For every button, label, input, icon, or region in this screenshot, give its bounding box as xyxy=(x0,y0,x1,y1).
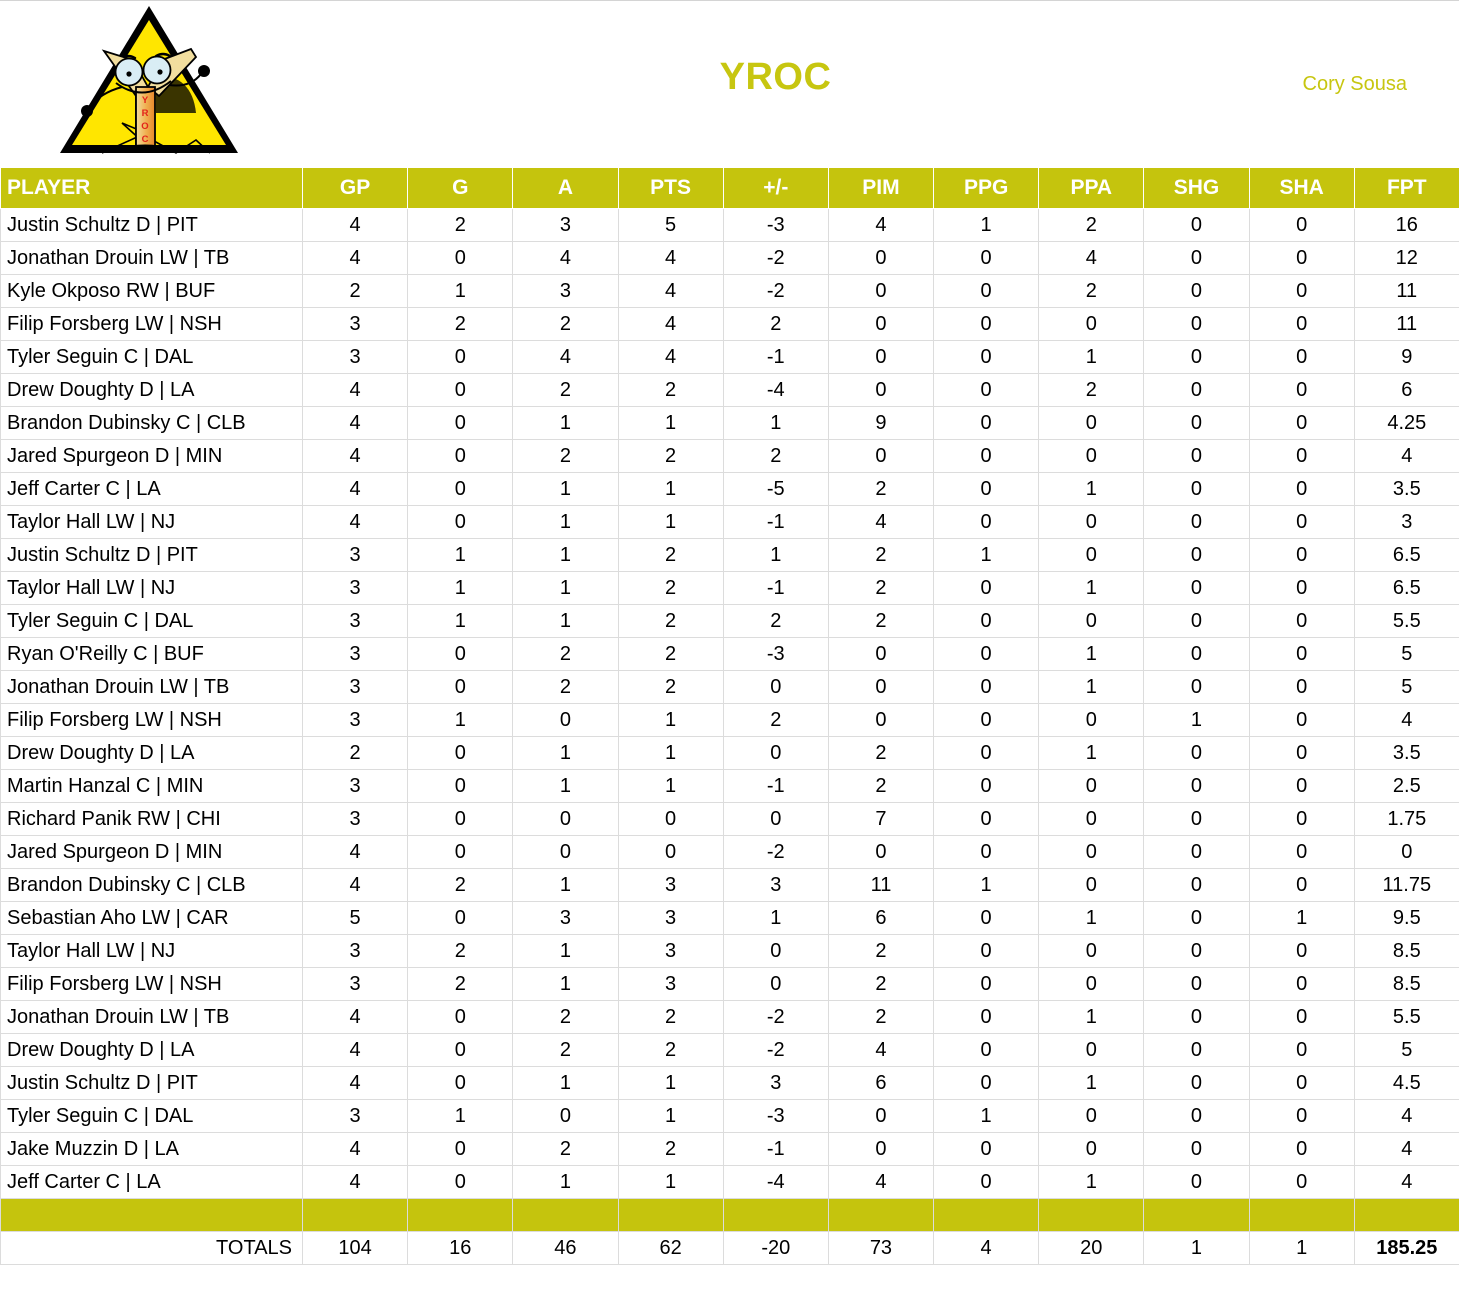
svg-text:R: R xyxy=(142,108,149,119)
svg-text:O: O xyxy=(141,121,148,132)
svg-text:C: C xyxy=(142,134,149,145)
